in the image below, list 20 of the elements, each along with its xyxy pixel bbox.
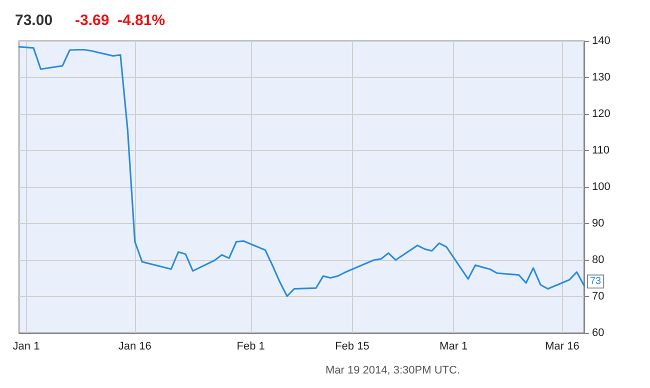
y-tick-label: 70 bbox=[592, 290, 604, 302]
x-tick-label: Feb 15 bbox=[335, 340, 370, 352]
x-tick-label: Jan 16 bbox=[118, 340, 152, 352]
y-tick-label: 100 bbox=[592, 181, 610, 193]
x-tick-label: Mar 16 bbox=[545, 340, 580, 352]
text: Mar 19 2014, 3:30PM UTC. bbox=[325, 364, 460, 376]
line-series bbox=[18, 46, 585, 297]
x-tick-label: Jan 1 bbox=[12, 340, 40, 352]
x-tick-label: Feb 1 bbox=[236, 340, 265, 352]
y-tick-label: 90 bbox=[592, 218, 604, 230]
y-tick-label: 80 bbox=[592, 254, 604, 266]
y-tick-label: 60 bbox=[592, 327, 604, 339]
y-tick-label: 110 bbox=[592, 144, 610, 156]
y-tick-label: 120 bbox=[592, 108, 610, 120]
chart-subtitle: -3.69 -4.81% bbox=[75, 12, 166, 29]
chart-title: 73.00 bbox=[15, 12, 53, 29]
x-tick-label: Mar 1 bbox=[440, 340, 468, 352]
y-tick-label: 140 bbox=[592, 35, 610, 47]
y-tick-label: 130 bbox=[592, 72, 610, 84]
data-label: 73 bbox=[590, 276, 602, 288]
